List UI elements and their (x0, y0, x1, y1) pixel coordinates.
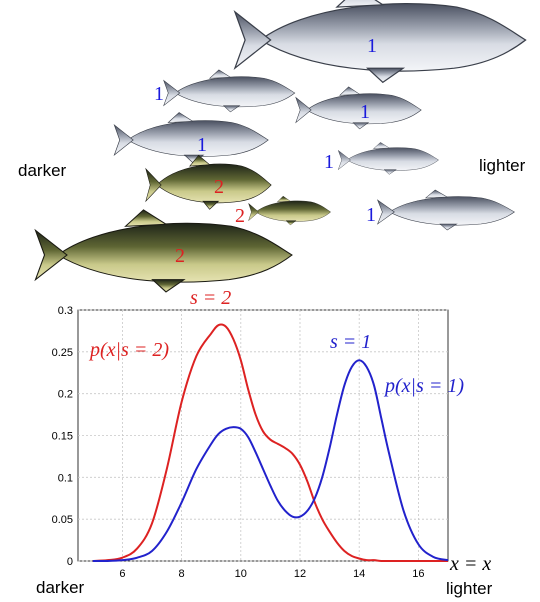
x-tick-label: 12 (294, 568, 306, 580)
y-tick-label: 0.15 (52, 431, 73, 443)
fish-label: 1 (367, 35, 377, 57)
fish-2-large (34, 208, 294, 294)
fish-label: 2 (235, 205, 245, 227)
x-tick-label: 8 (179, 568, 185, 580)
density-curves (92, 323, 449, 563)
fish-1-top (233, 0, 527, 84)
y-tick-label: 0.25 (52, 347, 73, 359)
fish-label: 1 (154, 83, 164, 105)
fish-label: 2 (175, 245, 185, 267)
darker-label-bottom: darker (36, 578, 85, 597)
fish-1-left-upper (163, 69, 296, 113)
fish-label: 1 (197, 134, 207, 156)
lighter-label-bottom: lighter (446, 579, 493, 598)
x-tick-label: 14 (353, 568, 365, 580)
p-s2-label: p(x|s = 2) (88, 339, 169, 361)
fish-1-right-lower (377, 189, 516, 231)
fish-label: 1 (324, 151, 334, 173)
y-tick-label: 0.2 (58, 389, 73, 401)
x-axis-label: x = x (449, 553, 491, 575)
density-chart: 6 8 10 12 14 16 0 0.05 0.1 0.15 0.2 0.25 0.3 (52, 305, 449, 580)
darker-label-top: darker (18, 161, 67, 180)
y-tick-label: 0.05 (52, 514, 73, 526)
x-tick-label: 6 (119, 568, 125, 580)
y-tick-label: 0 (67, 556, 73, 568)
fish-label: 2 (214, 176, 224, 198)
p-s1-label: p(x|s = 1) (383, 375, 464, 397)
y-tick-label: 0.3 (58, 305, 73, 317)
density-curve-s1 (92, 359, 449, 563)
fish-1-left-middle (113, 111, 269, 164)
tick-labels: 6 8 10 12 14 16 0 0.05 0.1 0.15 0.2 0.25 0.3 (52, 305, 425, 580)
y-tick-label: 0.1 (58, 472, 73, 484)
lighter-label-top: lighter (479, 156, 526, 175)
fish-1-right-middle (337, 141, 439, 175)
fish-label: 1 (366, 204, 376, 226)
x-tick-label: 10 (235, 568, 247, 580)
density-curve-s2 (92, 323, 448, 563)
s1-title: s = 1 (330, 331, 371, 353)
x-tick-label: 16 (412, 568, 424, 580)
fish-label: 1 (360, 101, 370, 123)
s2-title: s = 2 (190, 287, 231, 309)
fish-2-small (248, 195, 331, 226)
fish-2-upper (145, 154, 272, 210)
fish-1-right-upper (295, 86, 422, 130)
